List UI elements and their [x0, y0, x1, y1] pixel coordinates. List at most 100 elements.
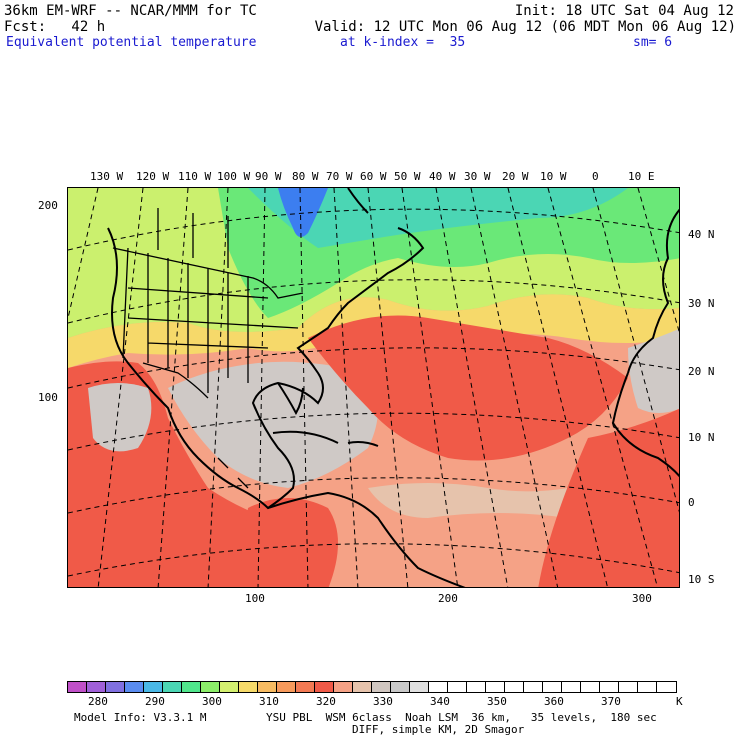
graticule-line	[68, 188, 99, 319]
graticule-line	[68, 347, 679, 389]
lat-label: 0	[688, 496, 695, 509]
model-info: Model Info: V3.3.1 M	[74, 711, 207, 724]
lon-label: 20 W	[502, 170, 529, 183]
map-canvas	[68, 188, 679, 587]
k-index: at k-index = 35	[340, 35, 466, 50]
colorbar-swatch	[543, 682, 562, 692]
colorbar-label: 340	[430, 695, 450, 708]
colorbar-swatch	[87, 682, 106, 692]
colorbar-swatch	[372, 682, 391, 692]
south-america-coast	[267, 491, 466, 587]
graticule-line	[547, 188, 658, 587]
graticule-line	[68, 477, 679, 514]
graticule-line	[257, 188, 266, 587]
colorbar-swatch	[429, 682, 448, 692]
grid-y-label: 200	[38, 199, 58, 212]
africa-coast	[611, 372, 679, 478]
lon-label: 10 W	[540, 170, 567, 183]
colorbar-swatch	[68, 682, 87, 692]
graticule-line	[207, 188, 229, 587]
grid-x-label: 300	[632, 592, 652, 605]
shading-red-atlantic	[308, 315, 628, 461]
valid-time: Valid: 12 UTC Mon 06 Aug 12 (06 MDT Mon …	[314, 19, 736, 35]
shading-red-south	[238, 498, 338, 587]
political-boundaries	[112, 208, 304, 489]
lon-label: 80 W	[292, 170, 319, 183]
graticule-line	[333, 188, 359, 587]
graticule	[68, 188, 679, 587]
colorbar-unit: K	[676, 695, 683, 708]
field-name: Equivalent potential temperature	[6, 35, 257, 50]
shading-gray-gulf	[168, 361, 378, 488]
graticule-line	[637, 188, 679, 333]
graticule-line	[401, 188, 459, 587]
graticule-line	[367, 188, 409, 587]
graticule-line	[97, 188, 144, 587]
hispaniola-coast	[347, 441, 379, 447]
lat-label: 20 N	[688, 365, 715, 378]
colorbar-swatch	[619, 682, 638, 692]
graticule-line	[435, 188, 509, 587]
smoothing: sm= 6	[633, 35, 673, 50]
colorbar-label: 320	[316, 695, 336, 708]
canada-provinces	[157, 208, 229, 268]
colorbar-label: 360	[544, 695, 564, 708]
colorbar-swatch	[125, 682, 144, 692]
grid-x-label: 100	[245, 592, 265, 605]
europe-coast	[627, 208, 679, 374]
us-mexico-border	[142, 362, 209, 399]
lon-label: 40 W	[429, 170, 456, 183]
colorbar-swatch	[277, 682, 296, 692]
theta-e-map	[67, 187, 680, 588]
init-time: Init: 18 UTC Sat 04 Aug 12	[514, 3, 734, 19]
colorbar-swatch	[524, 682, 543, 692]
lat-label: 40 N	[688, 228, 715, 241]
colorbar-swatch	[220, 682, 239, 692]
graticule-line	[507, 188, 609, 587]
colorbar-swatch	[239, 682, 258, 692]
colorbar-swatch	[410, 682, 429, 692]
colorbar-swatch	[201, 682, 220, 692]
colorbar-swatch	[486, 682, 505, 692]
colorbar-swatch	[144, 682, 163, 692]
cuba-coast	[272, 430, 339, 444]
coastlines	[107, 188, 679, 587]
colorbar-label: 310	[259, 695, 279, 708]
graticule-line	[68, 412, 679, 451]
colorbar-label: 370	[601, 695, 621, 708]
central-america-borders	[217, 457, 249, 489]
model-title: 36km EM-WRF -- NCAR/MMM for TC	[4, 3, 257, 19]
colorbar-swatch	[163, 682, 182, 692]
graticule-line	[157, 188, 189, 587]
colorbar-swatch	[638, 682, 657, 692]
lon-label: 30 W	[464, 170, 491, 183]
lon-label: 120 W	[136, 170, 170, 183]
colorbar-label: 330	[373, 695, 393, 708]
north-america-coast	[107, 227, 425, 510]
lat-label: 10 S	[688, 573, 715, 586]
graticule-line	[68, 279, 679, 324]
colorbar-swatch	[353, 682, 372, 692]
colorbar-swatch	[657, 682, 676, 692]
shading-cool-band	[248, 188, 628, 248]
lon-label: 90 W	[255, 170, 282, 183]
colorbar-swatch	[334, 682, 353, 692]
colorbar-swatch	[562, 682, 581, 692]
colorbar-swatch	[581, 682, 600, 692]
colorbar-label: 290	[145, 695, 165, 708]
graticule-line	[68, 543, 679, 577]
lon-label: 60 W	[360, 170, 387, 183]
lat-label: 30 N	[688, 297, 715, 310]
us-canada-border	[112, 247, 304, 299]
colorbar	[67, 681, 677, 693]
colorbar-swatch	[182, 682, 201, 692]
lon-label: 10 E	[628, 170, 655, 183]
shading-cold-core	[278, 188, 328, 237]
lon-label: 110 W	[178, 170, 212, 183]
lat-label: 10 N	[688, 431, 715, 444]
colorbar-swatch	[315, 682, 334, 692]
colorbar-label: 300	[202, 695, 222, 708]
graticule-line	[68, 208, 679, 251]
colorbar-label: 350	[487, 695, 507, 708]
shading-gray-pacific	[88, 383, 152, 452]
